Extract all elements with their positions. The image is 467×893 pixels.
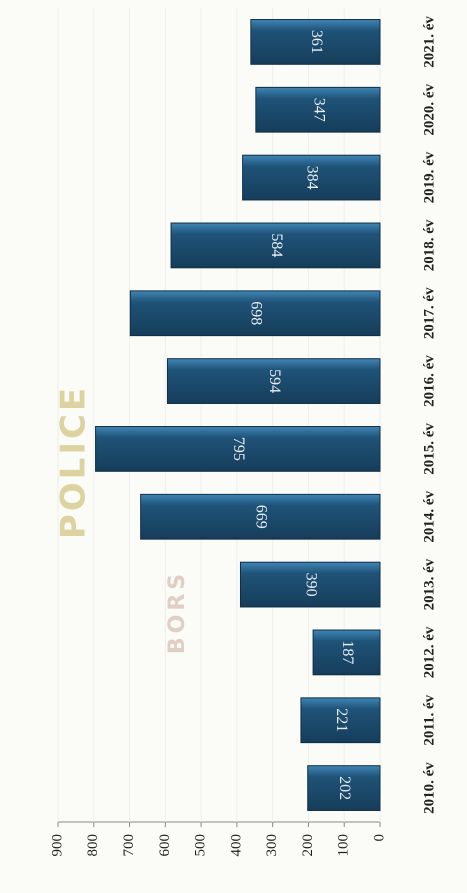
bar (129, 290, 381, 337)
x-tick-label: 2010. év (421, 762, 437, 814)
bar (170, 222, 381, 269)
y-tick-label: 0 (371, 834, 387, 842)
bar (140, 493, 381, 540)
value-label: 384 (304, 166, 321, 190)
x-tick-label: 2020. év (421, 83, 437, 135)
y-tick-label: 700 (121, 834, 137, 857)
y-tick-label: 500 (193, 834, 209, 857)
value-label: 347 (310, 98, 327, 122)
y-tick-label: 800 (85, 834, 101, 857)
watermark: POLICE (54, 385, 94, 539)
bar (307, 765, 381, 811)
x-tick-label: 2013. év (421, 558, 437, 610)
value-label: 221 (333, 708, 350, 732)
x-tick-label: 2011. év (421, 694, 437, 745)
bar (300, 697, 381, 744)
value-label: 594 (266, 369, 283, 393)
x-tick-label: 2018. év (421, 219, 437, 271)
watermark: BORS (165, 570, 190, 654)
value-label: 202 (336, 776, 353, 800)
bar (239, 561, 381, 608)
x-tick-label: 2019. év (421, 151, 437, 203)
bar (242, 154, 381, 201)
bar (250, 19, 381, 65)
value-label: 390 (303, 573, 320, 597)
value-label: 795 (230, 437, 247, 461)
value-label: 584 (268, 233, 285, 257)
value-label: 698 (247, 301, 264, 325)
bar (95, 426, 381, 472)
value-label: 361 (308, 30, 325, 54)
x-tick-label: 2021. év (421, 16, 437, 68)
bar (166, 358, 381, 404)
x-tick-label: 2012. év (421, 626, 437, 678)
x-tick-label: 2016. év (421, 355, 437, 407)
y-tick-label: 100 (336, 834, 352, 857)
x-tick-label: 2014. év (421, 490, 437, 542)
value-label: 187 (339, 640, 356, 664)
bar (255, 86, 381, 133)
y-tick-label: 600 (157, 834, 173, 857)
value-label: 669 (253, 505, 270, 529)
y-tick-label: 200 (300, 834, 316, 857)
y-tick-label: 900 (49, 834, 65, 857)
y-tick-label: 400 (228, 834, 244, 857)
x-tick-label: 2015. év (421, 423, 437, 475)
bar (312, 629, 381, 676)
y-tick-label: 300 (264, 834, 280, 857)
x-tick-label: 2017. év (421, 287, 437, 339)
